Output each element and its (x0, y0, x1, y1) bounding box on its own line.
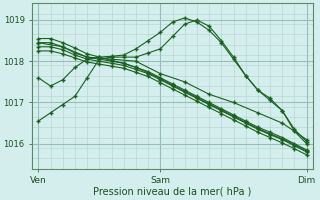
X-axis label: Pression niveau de la mer( hPa ): Pression niveau de la mer( hPa ) (93, 187, 252, 197)
